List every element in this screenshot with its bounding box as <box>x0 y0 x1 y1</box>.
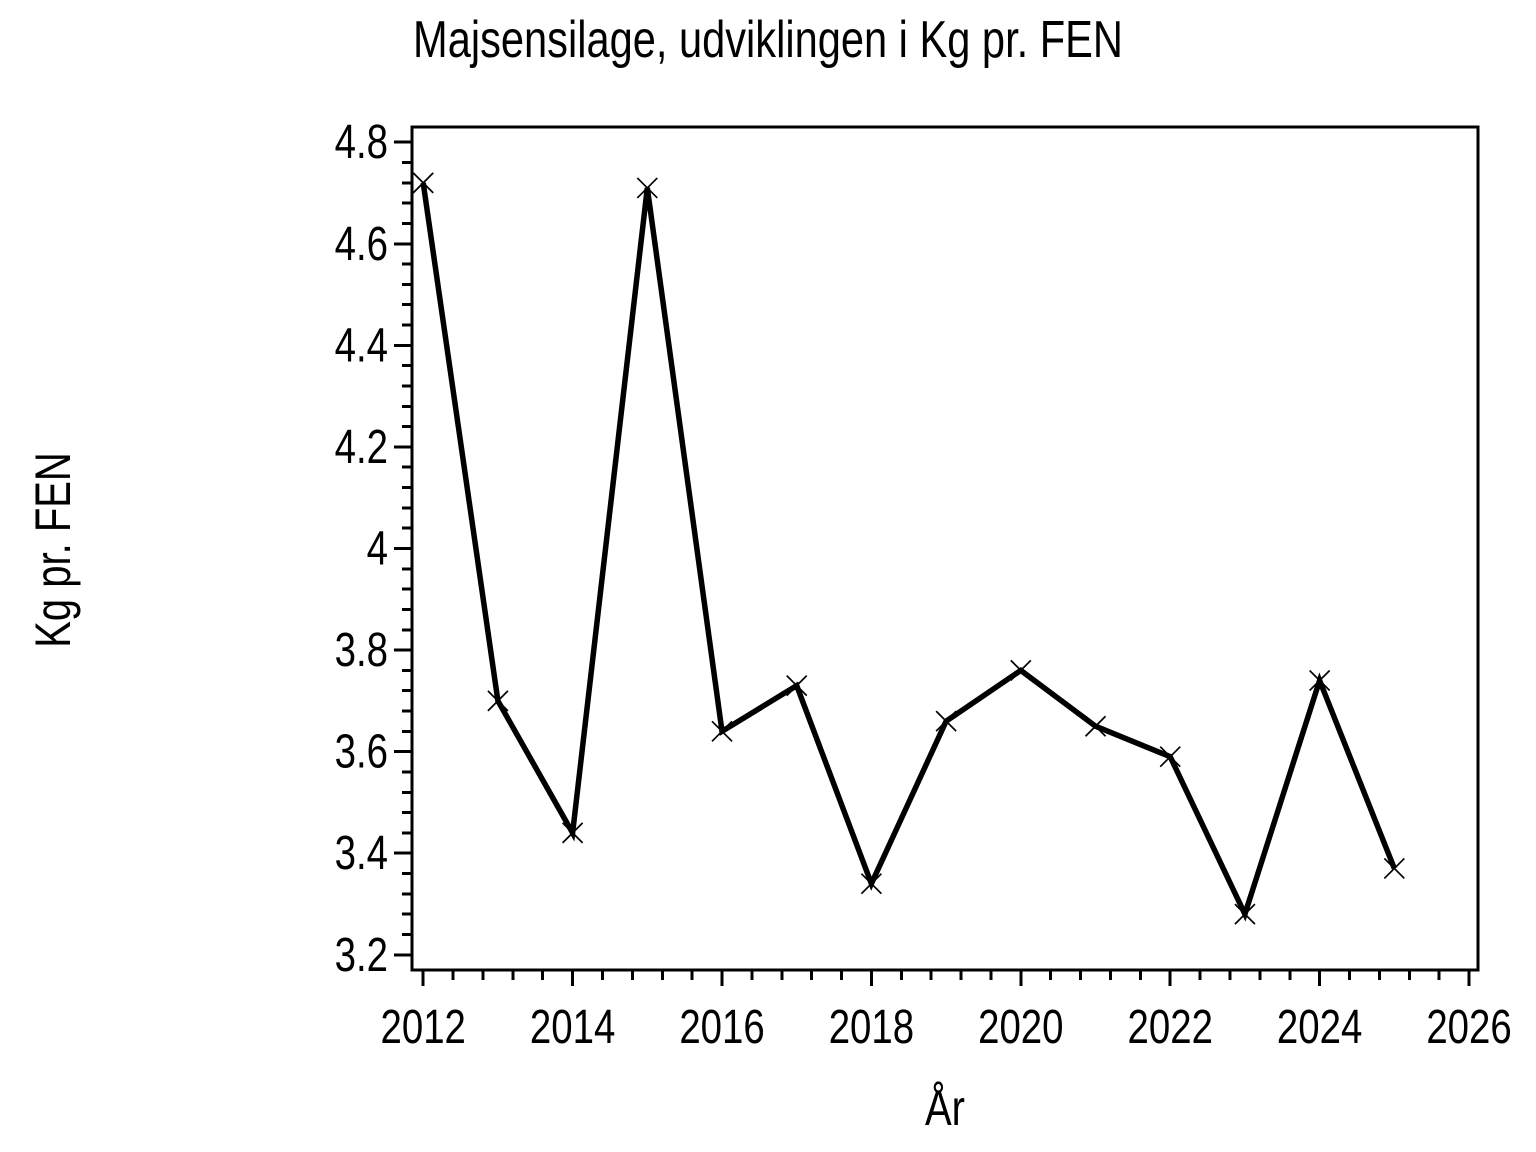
x-axis-label: År <box>925 1080 965 1136</box>
y-tick-label: 4 <box>367 523 388 576</box>
data-point-marker <box>1084 715 1107 737</box>
marker-cross-stroke <box>412 172 434 194</box>
data-point-markers <box>412 172 1405 925</box>
marker-cross-stroke <box>860 873 883 895</box>
marker-cross-stroke <box>1084 715 1107 737</box>
y-tick-label: 4.6 <box>335 218 388 271</box>
x-tick-label: 2016 <box>679 1001 764 1054</box>
x-tick-label: 2014 <box>530 1001 615 1054</box>
data-point-marker <box>562 822 584 844</box>
marker-cross-stroke <box>711 720 733 742</box>
plot-frame <box>410 125 1480 972</box>
data-point-marker <box>786 675 808 697</box>
y-axis-label: Kg pr. FEN <box>25 452 81 648</box>
y-tick-label: 3.2 <box>335 929 388 982</box>
x-tick-label: 2012 <box>381 1001 466 1054</box>
y-tick-label: 3.4 <box>335 827 388 880</box>
y-tick-label: 4.4 <box>335 319 388 372</box>
marker-cross-stroke <box>1159 746 1181 768</box>
data-point-marker <box>1383 857 1405 880</box>
y-axis-tick-labels: 3.2 3.4 3.6 3.8 4 4.2 4.4 4.6 4.8 <box>335 116 388 982</box>
marker-cross-stroke <box>1383 857 1405 880</box>
marker-cross-stroke <box>1234 903 1256 925</box>
data-point-marker <box>711 720 733 742</box>
data-series-line <box>420 182 1397 922</box>
x-tick-label: 2024 <box>1277 1001 1362 1054</box>
y-tick-label: 4.8 <box>335 116 388 169</box>
x-axis-ticks <box>421 970 1471 986</box>
y-tick-label: 3.8 <box>335 624 388 677</box>
marker-cross-stroke <box>935 710 957 732</box>
data-point-marker <box>636 177 658 199</box>
data-point-marker <box>860 873 883 895</box>
data-point-marker <box>487 690 509 712</box>
data-point-marker <box>1309 669 1331 692</box>
data-point-marker <box>935 710 957 732</box>
y-axis-ticks <box>394 140 412 957</box>
y-tick-label: 3.6 <box>335 726 388 779</box>
marker-cross-stroke <box>1309 669 1331 692</box>
y-tick-label: 4.2 <box>335 421 388 474</box>
marker-cross-stroke <box>786 675 808 697</box>
x-tick-label: 2018 <box>829 1001 914 1054</box>
x-tick-label: 2022 <box>1128 1001 1213 1054</box>
marker-cross-stroke <box>562 822 584 844</box>
x-axis-tick-labels: 2012 2014 2016 2018 2020 2022 2024 2026 <box>381 1001 1512 1054</box>
marker-cross-stroke <box>636 177 658 199</box>
data-point-marker <box>1159 746 1181 768</box>
data-point-marker <box>1010 659 1032 681</box>
data-point-marker <box>412 172 434 194</box>
marker-cross-stroke <box>487 690 509 712</box>
marker-cross-stroke <box>1010 659 1032 681</box>
x-tick-label: 2026 <box>1426 1001 1511 1054</box>
data-point-marker <box>1234 903 1256 925</box>
x-tick-label: 2020 <box>978 1001 1063 1054</box>
chart-title: Majsensilage, udviklingen i Kg pr. FEN <box>413 11 1123 69</box>
